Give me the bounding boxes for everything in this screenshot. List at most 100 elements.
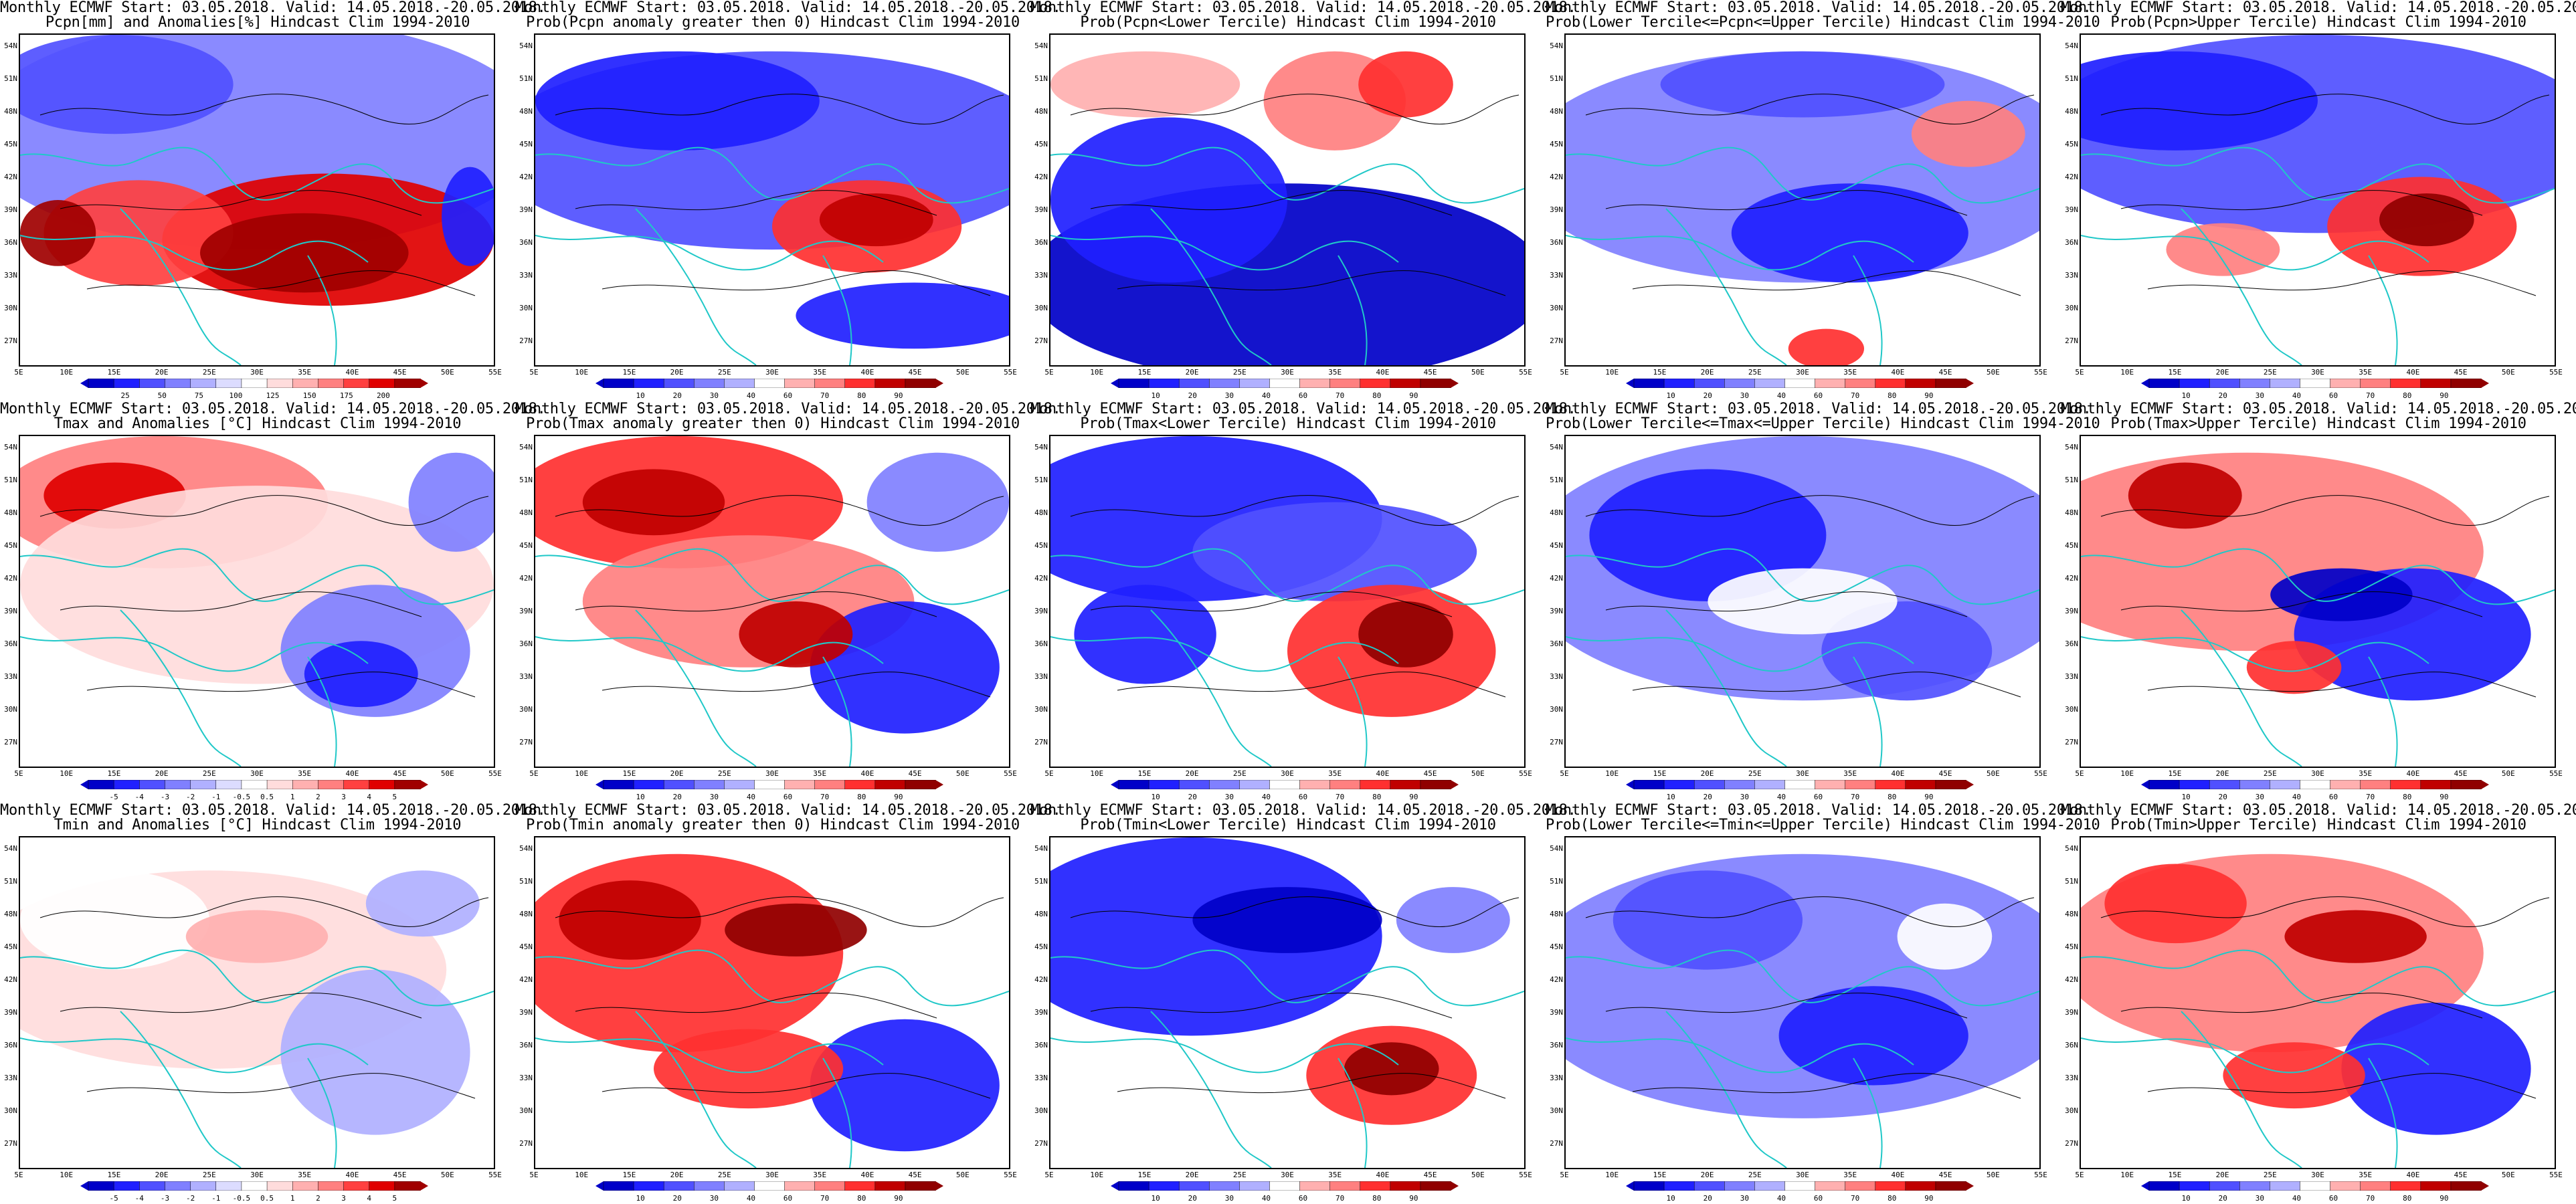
colorbar-segment bbox=[784, 780, 816, 789]
colorbar-segment bbox=[814, 379, 846, 388]
colorbar-segment bbox=[343, 780, 370, 789]
colorbar-segment bbox=[1420, 780, 1451, 789]
latitude-label: 30N bbox=[1550, 304, 1563, 312]
colorbar-end bbox=[1966, 379, 1974, 388]
colorbar-tick-label: 90 bbox=[1924, 391, 1934, 400]
colorbar-tick-label: 60 bbox=[783, 1194, 793, 1203]
colorbar-segment bbox=[2450, 780, 2482, 789]
colorbar-tick-label: 80 bbox=[2403, 391, 2412, 400]
colorbar-segment bbox=[603, 379, 634, 388]
coastline bbox=[2081, 548, 2555, 605]
contour-line bbox=[1632, 672, 2021, 698]
latitude-label: 39N bbox=[2065, 205, 2078, 214]
latitude-label: 36N bbox=[4, 639, 17, 648]
colorbar-segment bbox=[844, 379, 876, 388]
colorbar-end bbox=[2141, 1181, 2149, 1191]
colorbar-segment bbox=[1633, 780, 1665, 789]
anomaly-region bbox=[1344, 1042, 1439, 1096]
colorbar-tick-label: 40 bbox=[1261, 793, 1271, 801]
colorbar-segment bbox=[1905, 1181, 1936, 1191]
map-field bbox=[19, 836, 495, 1169]
colorbar-segment bbox=[113, 379, 141, 388]
colorbar-segment bbox=[1935, 780, 1966, 789]
colorbar-tick-label: 20 bbox=[2218, 793, 2227, 801]
colorbar-segment bbox=[1299, 1181, 1331, 1191]
colorbar-segment bbox=[905, 780, 936, 789]
longitude-label: 50E bbox=[2501, 368, 2515, 377]
coastline bbox=[1566, 636, 1914, 672]
colorbar-end bbox=[1966, 1181, 1974, 1191]
colorbar-tick-label: 10 bbox=[1151, 1194, 1160, 1203]
longitude-label: 25E bbox=[717, 368, 731, 377]
anomaly-region bbox=[1778, 986, 1968, 1086]
latitude-label: 30N bbox=[1550, 1106, 1563, 1115]
longitude-label: 10E bbox=[60, 1171, 74, 1179]
longitude-label: 45E bbox=[2454, 1171, 2468, 1179]
longitude-label: 55E bbox=[2549, 1171, 2563, 1179]
anomaly-region bbox=[796, 282, 1009, 349]
map-panel: Monthly ECMWF Start: 03.05.2018. Valid: … bbox=[515, 401, 1061, 803]
panel-subtitle: Tmax and Anomalies [°C] Hindcast Clim 19… bbox=[54, 415, 462, 432]
longitude-label: 45E bbox=[1423, 1171, 1437, 1179]
colorbar-segment bbox=[1815, 1181, 1846, 1191]
colorbar-tick-label: 60 bbox=[1298, 391, 1308, 400]
colorbar-segment bbox=[1935, 1181, 1966, 1191]
colorbar-tick-label: 20 bbox=[1188, 1194, 1197, 1203]
latitude-label: 36N bbox=[4, 1041, 17, 1049]
latitude-label: 39N bbox=[1550, 205, 1563, 214]
coastline bbox=[1566, 235, 1914, 271]
coastline bbox=[1566, 146, 2039, 204]
longitude-label: 50E bbox=[955, 769, 970, 778]
colorbar-segment bbox=[2239, 379, 2271, 388]
colorbar-tick-label: 10 bbox=[1666, 391, 1675, 400]
latitude-label: 51N bbox=[1034, 74, 1048, 83]
longitude-label: 25E bbox=[1748, 769, 1762, 778]
contour-line bbox=[555, 896, 1004, 928]
contour-line bbox=[1070, 495, 1520, 526]
colorbar-tick-label: 10 bbox=[2181, 793, 2191, 801]
colorbar-segment bbox=[1178, 379, 1210, 388]
map-svg bbox=[1566, 837, 2039, 1168]
longitude-label: 5E bbox=[529, 368, 539, 377]
longitude-label: 35E bbox=[1843, 368, 1857, 377]
colorbar-tick-label: 40 bbox=[1776, 793, 1786, 801]
colorbar-tick-label: 20 bbox=[672, 793, 682, 801]
contour-line bbox=[60, 190, 422, 216]
latitude-label: 30N bbox=[2065, 304, 2078, 312]
colorbar-segment bbox=[88, 1181, 114, 1191]
colorbar-end bbox=[80, 379, 88, 388]
longitude-label: 10E bbox=[2120, 769, 2134, 778]
contour-line bbox=[2120, 993, 2483, 1019]
panel-header: Monthly ECMWF Start: 03.05.2018. Valid: … bbox=[1030, 0, 1576, 16]
colorbar-tick-label: 40 bbox=[746, 391, 756, 400]
longitude-label: 5E bbox=[14, 769, 23, 778]
coastline bbox=[1050, 949, 1524, 1007]
longitude-label: 55E bbox=[2034, 1171, 2047, 1179]
latitude-label: 36N bbox=[2065, 1041, 2078, 1049]
colorbar-segment bbox=[633, 1181, 664, 1191]
latitude-label: 48N bbox=[519, 910, 533, 918]
coastline bbox=[2368, 656, 2398, 767]
longitude-label: 15E bbox=[1137, 1171, 1152, 1179]
panel-subtitle: Prob(Lower Tercile<=Tmin<=Upper Tercile)… bbox=[1546, 817, 2100, 833]
longitude-label: 35E bbox=[813, 769, 827, 778]
colorbar-tick-label: 70 bbox=[2366, 1194, 2375, 1203]
colorbar-segment bbox=[603, 1181, 634, 1191]
latitude-label: 30N bbox=[4, 304, 17, 312]
contour-line bbox=[2100, 896, 2550, 928]
longitude-label: 5E bbox=[2075, 1171, 2084, 1179]
latitude-label: 39N bbox=[1034, 1008, 1048, 1017]
panel-header: Monthly ECMWF Start: 03.05.2018. Valid: … bbox=[515, 0, 1061, 16]
latitude-label: 33N bbox=[4, 672, 17, 681]
anomaly-region bbox=[1660, 51, 1945, 118]
colorbar-tick-label: 100 bbox=[229, 391, 243, 400]
longitude-label: 25E bbox=[1232, 368, 1247, 377]
colorbar-tick-label: 30 bbox=[1224, 1194, 1234, 1203]
coastline bbox=[307, 656, 337, 767]
colorbar-segment bbox=[1633, 1181, 1665, 1191]
colorbar-tick-label: 30 bbox=[709, 391, 719, 400]
longitude-label: 25E bbox=[202, 368, 216, 377]
latitude-label: 48N bbox=[1034, 508, 1048, 517]
colorbar-segment bbox=[1269, 1181, 1301, 1191]
longitude-label: 50E bbox=[440, 368, 454, 377]
